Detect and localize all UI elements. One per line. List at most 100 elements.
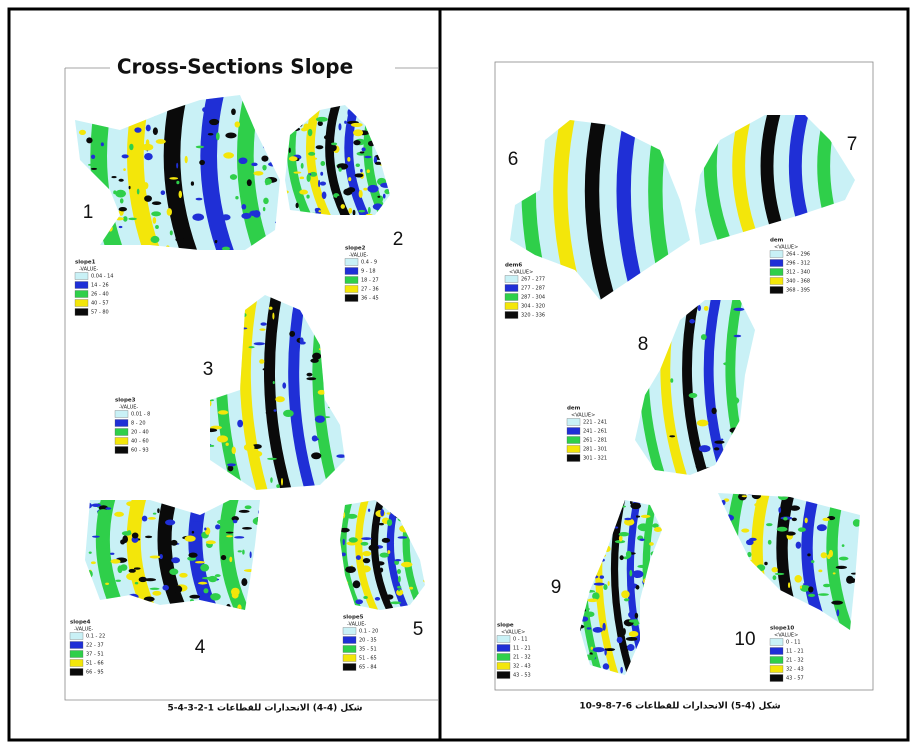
map-patch	[153, 127, 158, 135]
map-patch	[370, 185, 372, 191]
map-patch	[808, 586, 813, 592]
map-patch	[176, 163, 178, 169]
map-patch	[669, 435, 675, 437]
legend-item: 60 - 93	[131, 448, 149, 454]
legend-swatch	[75, 273, 88, 280]
map-patch	[301, 163, 304, 169]
legend-swatch	[770, 639, 783, 646]
legend-item: 40 - 60	[131, 439, 149, 445]
map-patch	[389, 542, 394, 545]
map-patch	[244, 444, 255, 451]
map-patch	[356, 163, 360, 166]
legend-item: 0 - 11	[513, 637, 528, 643]
map-patch	[831, 601, 843, 605]
legend-item: 21 - 32	[513, 655, 531, 661]
map-patch	[120, 539, 125, 544]
map-patch	[151, 236, 160, 243]
map-patch	[634, 514, 637, 522]
legend-item: 0 - 11	[786, 640, 801, 646]
map-patch	[629, 570, 632, 577]
map-patch	[835, 597, 838, 600]
legend-item: 20 - 40	[131, 430, 149, 436]
map-patch	[363, 188, 367, 191]
map-patch	[361, 537, 372, 540]
legend-item: 368 - 395	[786, 288, 810, 294]
legend-item: 35 - 51	[359, 647, 377, 653]
legend-swatch	[70, 633, 83, 640]
legend-swatch	[115, 429, 128, 436]
map-patch	[170, 230, 173, 235]
legend-item: 320 - 336	[521, 313, 545, 319]
map-patch	[600, 575, 604, 578]
map-patch	[142, 516, 148, 522]
legend-swatch	[770, 260, 783, 267]
section-number: 7	[847, 134, 858, 155]
map-patch	[792, 518, 797, 522]
section-number: 1	[83, 202, 94, 223]
legend-item: 37 - 51	[86, 652, 104, 658]
legend-item: 43 - 57	[786, 676, 804, 682]
map-patch	[188, 553, 197, 558]
map-patch	[353, 129, 363, 136]
map-patch	[101, 142, 104, 146]
map-patch	[380, 552, 389, 557]
legend-swatch	[770, 278, 783, 285]
map-patch	[337, 163, 348, 169]
map-patch	[259, 359, 264, 364]
map-patch	[723, 362, 731, 365]
map-patch	[721, 439, 723, 441]
map-patch	[344, 121, 347, 124]
map-patch	[361, 147, 365, 151]
map-patch	[245, 505, 252, 509]
map-patch	[754, 503, 762, 507]
map-patch	[778, 556, 783, 561]
map-patch	[91, 504, 101, 508]
map-patch	[179, 573, 187, 578]
map-patch	[382, 538, 390, 543]
map-patch	[351, 123, 363, 127]
map-patch	[267, 458, 277, 460]
map-patch	[818, 593, 829, 596]
map-patch	[300, 337, 304, 343]
map-patch	[306, 195, 309, 199]
map-patch	[226, 443, 229, 446]
map-patch	[591, 647, 593, 650]
map-patch	[714, 440, 724, 443]
legend-swatch	[567, 455, 580, 462]
map-patch	[153, 513, 156, 515]
map-patch	[308, 129, 313, 136]
map-patch	[157, 508, 160, 513]
map-patch	[375, 597, 380, 601]
map-patch	[789, 505, 800, 510]
map-patch	[311, 452, 321, 459]
legend-title: dem	[567, 406, 581, 412]
map-patch	[289, 331, 295, 337]
map-patch	[273, 381, 275, 384]
map-patch	[115, 190, 126, 198]
map-patch	[235, 196, 238, 199]
map-patch	[144, 578, 156, 581]
map-patch	[764, 562, 767, 565]
legend-swatch	[115, 438, 128, 445]
legend-item: 304 - 320	[521, 304, 545, 310]
map-patch	[101, 541, 109, 549]
map-patch	[231, 588, 240, 596]
map-patch	[217, 520, 226, 525]
legend-swatch	[505, 294, 518, 301]
legend-header: -VALUE-	[74, 627, 93, 633]
map-patch	[587, 611, 595, 617]
map-patch	[356, 555, 361, 560]
map-patch	[195, 561, 205, 563]
map-patch	[122, 531, 132, 536]
map-patch	[620, 667, 623, 674]
map-patch	[397, 586, 401, 589]
map-patch	[369, 544, 379, 551]
legend-item: 301 - 321	[583, 456, 607, 462]
map-patch	[829, 550, 833, 557]
legend-swatch	[70, 669, 83, 676]
map-patch	[603, 663, 609, 670]
map-patch	[250, 551, 252, 558]
map-patch	[641, 515, 651, 518]
map-patch	[788, 582, 790, 588]
map-patch	[215, 574, 221, 577]
